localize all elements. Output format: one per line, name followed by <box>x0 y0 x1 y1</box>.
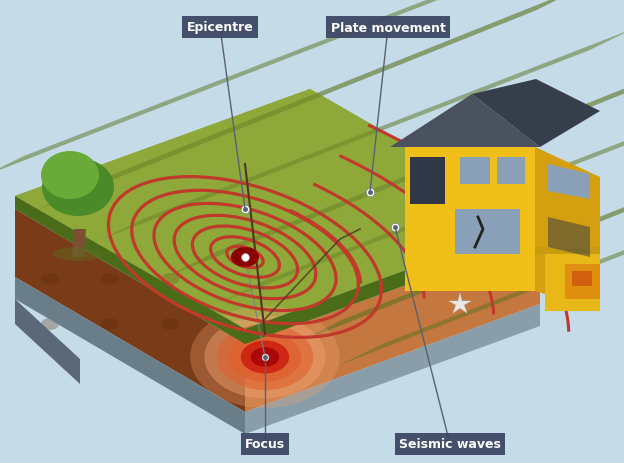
Ellipse shape <box>41 152 99 200</box>
Ellipse shape <box>101 319 119 330</box>
Ellipse shape <box>205 316 326 398</box>
Ellipse shape <box>101 274 119 285</box>
Polygon shape <box>0 0 515 178</box>
Text: Seismic waves: Seismic waves <box>399 438 501 450</box>
Polygon shape <box>245 237 540 412</box>
Polygon shape <box>36 0 587 211</box>
Ellipse shape <box>231 247 259 268</box>
Polygon shape <box>572 271 592 287</box>
Ellipse shape <box>217 324 313 390</box>
Polygon shape <box>15 90 540 329</box>
Ellipse shape <box>241 341 289 374</box>
Text: Focus: Focus <box>245 438 285 450</box>
Polygon shape <box>15 197 245 344</box>
Polygon shape <box>291 121 624 345</box>
Ellipse shape <box>161 274 179 285</box>
Text: Epicentre: Epicentre <box>187 21 253 34</box>
Polygon shape <box>390 95 540 148</box>
Ellipse shape <box>42 159 114 217</box>
Polygon shape <box>535 148 600 311</box>
Text: Plate movement: Plate movement <box>331 21 446 34</box>
Polygon shape <box>72 230 86 257</box>
Polygon shape <box>15 210 245 412</box>
Polygon shape <box>548 165 590 200</box>
Polygon shape <box>15 90 540 329</box>
Polygon shape <box>548 218 590 257</box>
Polygon shape <box>245 221 540 344</box>
Polygon shape <box>472 80 600 148</box>
Polygon shape <box>535 247 600 255</box>
Polygon shape <box>460 158 490 185</box>
Ellipse shape <box>53 247 103 262</box>
Polygon shape <box>565 264 600 300</box>
Polygon shape <box>15 300 80 384</box>
Polygon shape <box>245 304 540 434</box>
Ellipse shape <box>190 307 340 408</box>
Ellipse shape <box>41 274 59 285</box>
Ellipse shape <box>229 332 301 382</box>
Polygon shape <box>497 158 525 185</box>
Polygon shape <box>15 277 245 434</box>
Ellipse shape <box>161 319 179 330</box>
Polygon shape <box>219 92 624 303</box>
Polygon shape <box>99 29 624 241</box>
Ellipse shape <box>251 348 280 367</box>
Polygon shape <box>163 54 624 278</box>
Polygon shape <box>405 148 535 291</box>
Polygon shape <box>545 255 600 311</box>
Polygon shape <box>410 158 445 205</box>
Polygon shape <box>339 154 624 365</box>
Ellipse shape <box>41 319 59 330</box>
Polygon shape <box>15 90 540 329</box>
Polygon shape <box>455 210 520 255</box>
